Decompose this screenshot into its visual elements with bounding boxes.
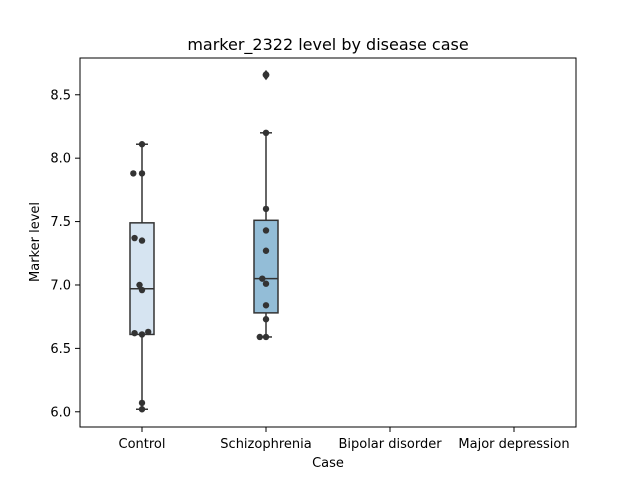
data-point-control-3 — [131, 234, 138, 242]
data-point-schizophrenia-17 — [259, 275, 266, 282]
chart-title: marker_2322 level by disease case — [187, 35, 468, 55]
data-point-schizophrenia-12 — [262, 71, 270, 78]
y-axis-label: Marker level — [28, 202, 43, 282]
y-tick-label: 8.5 — [50, 88, 71, 103]
data-point-control-10 — [138, 399, 146, 407]
x-tick-label: Schizophrenia — [220, 437, 311, 452]
data-point-schizophrenia-20 — [262, 316, 270, 323]
data-point-control-2 — [138, 141, 146, 148]
x-tick-label: Control — [119, 437, 166, 452]
y-axis-ticks: 6.0 6.5 7.0 7.5 8.0 8.5 — [50, 88, 80, 420]
data-point-schizophrenia-16 — [262, 247, 270, 254]
data-point-schizophrenia-22 — [262, 333, 270, 341]
data-point-control-9 — [145, 328, 152, 336]
data-point-control-6 — [138, 286, 146, 294]
x-tick-label: Bipolar disorder — [338, 437, 442, 452]
data-point-schizophrenia-18 — [262, 280, 270, 287]
data-point-control-1 — [138, 170, 146, 177]
data-point-schizophrenia-14 — [262, 205, 270, 213]
x-tick-label: Major depression — [458, 437, 569, 452]
data-point-schizophrenia-13 — [262, 129, 270, 137]
data-point-control-4 — [138, 237, 146, 244]
data-point-schizophrenia-15 — [262, 227, 270, 234]
y-tick-label: 8.0 — [50, 152, 71, 167]
y-tick-label: 7.0 — [50, 278, 71, 293]
data-point-control-11 — [138, 406, 146, 413]
x-axis-label: Case — [312, 456, 344, 471]
data-point-control-7 — [131, 329, 138, 337]
data-point-schizophrenia-21 — [256, 333, 263, 341]
plot-frame — [79, 57, 577, 428]
data-point-control-8 — [138, 331, 146, 338]
plot-content — [129, 69, 279, 413]
box-schizophrenia — [253, 219, 279, 314]
y-tick-label: 7.5 — [50, 215, 71, 230]
data-point-control-5 — [136, 281, 143, 289]
x-axis-ticks: Control Schizophrenia Bipolar disorder Majo… — [119, 427, 570, 452]
data-point-control-0 — [130, 170, 137, 177]
data-point-schizophrenia-19 — [262, 302, 270, 309]
y-tick-label: 6.0 — [50, 405, 71, 420]
y-tick-label: 6.5 — [50, 342, 71, 357]
